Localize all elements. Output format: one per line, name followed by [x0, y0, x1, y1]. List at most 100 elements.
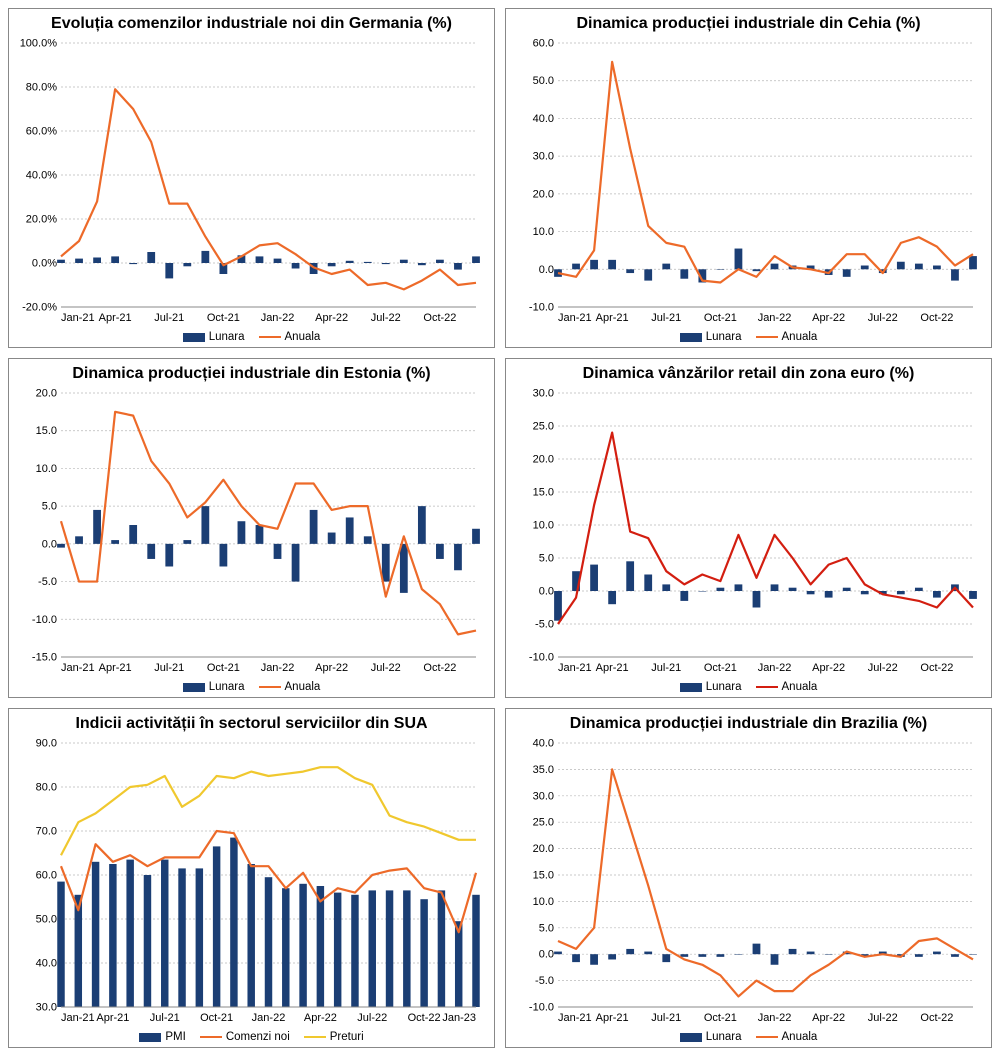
chart-area: -20.0%0.0%20.0%40.0%60.0%80.0%100.0%Jan-…	[19, 37, 484, 329]
legend-label: Comenzi noi	[226, 1031, 290, 1043]
svg-text:-20.0%: -20.0%	[22, 302, 57, 314]
svg-text:Jul-22: Jul-22	[868, 662, 898, 674]
svg-text:Jan-22: Jan-22	[758, 312, 792, 324]
svg-text:-5.0: -5.0	[535, 975, 554, 987]
svg-text:5.0: 5.0	[42, 501, 57, 513]
legend-swatch-line	[259, 336, 281, 338]
svg-text:30.0: 30.0	[533, 790, 554, 802]
legend-item: Lunara	[680, 681, 742, 693]
svg-text:Jan-21: Jan-21	[558, 662, 592, 674]
svg-text:30.0: 30.0	[36, 1002, 57, 1014]
svg-text:10.0: 10.0	[36, 463, 57, 475]
chart-panel-4: Indicii activității în sectorul servicii…	[8, 708, 495, 1048]
legend-swatch-bar	[139, 1033, 161, 1042]
svg-text:Oct-22: Oct-22	[920, 312, 953, 324]
legend-label: Anuala	[285, 331, 321, 343]
svg-text:Jan-21: Jan-21	[61, 1012, 95, 1024]
svg-text:30.0: 30.0	[533, 388, 554, 400]
svg-text:0.0: 0.0	[539, 949, 554, 961]
legend-item: Anuala	[756, 331, 818, 343]
chart-title: Dinamica producției industriale din Cehi…	[516, 15, 981, 33]
svg-text:Oct-22: Oct-22	[423, 662, 456, 674]
svg-text:15.0: 15.0	[533, 870, 554, 882]
chart-area: -10.0-5.00.05.010.015.020.025.030.0Jan-2…	[516, 387, 981, 679]
legend-swatch-bar	[680, 1033, 702, 1042]
svg-text:Oct-22: Oct-22	[423, 312, 456, 324]
legend-swatch-line	[756, 686, 778, 688]
svg-text:Jul-22: Jul-22	[868, 312, 898, 324]
svg-text:-15.0: -15.0	[32, 652, 57, 664]
legend-label: PMI	[165, 1031, 185, 1043]
svg-text:80.0: 80.0	[36, 782, 57, 794]
svg-text:-5.0: -5.0	[38, 576, 57, 588]
svg-text:35.0: 35.0	[533, 764, 554, 776]
chart-title: Evoluția comenzilor industriale noi din …	[19, 15, 484, 33]
svg-text:15.0: 15.0	[36, 425, 57, 437]
svg-text:Apr-21: Apr-21	[99, 312, 132, 324]
svg-text:30.0: 30.0	[533, 151, 554, 163]
svg-text:Oct-21: Oct-21	[704, 662, 737, 674]
svg-text:Oct-21: Oct-21	[207, 662, 240, 674]
svg-text:Jul-21: Jul-21	[154, 312, 184, 324]
svg-text:Apr-22: Apr-22	[812, 662, 845, 674]
svg-text:100.0%: 100.0%	[20, 38, 58, 50]
svg-text:Jan-22: Jan-22	[758, 662, 792, 674]
svg-text:5.0: 5.0	[539, 922, 554, 934]
svg-text:Jul-21: Jul-21	[154, 662, 184, 674]
svg-text:40.0%: 40.0%	[26, 170, 57, 182]
chart-title: Dinamica producției industriale din Braz…	[516, 715, 981, 733]
svg-text:25.0: 25.0	[533, 421, 554, 433]
legend: PMI Comenzi noi Preturi	[19, 1029, 484, 1043]
chart-panel-5: Dinamica producției industriale din Braz…	[505, 708, 992, 1048]
legend-swatch-line	[259, 686, 281, 688]
legend: LunaraAnuala	[516, 329, 981, 343]
svg-text:15.0: 15.0	[533, 487, 554, 499]
svg-text:60.0: 60.0	[533, 38, 554, 50]
svg-text:5.0: 5.0	[539, 553, 554, 565]
svg-text:20.0: 20.0	[533, 843, 554, 855]
svg-text:Jul-22: Jul-22	[868, 1012, 898, 1024]
svg-text:70.0: 70.0	[36, 826, 57, 838]
legend-swatch-line	[756, 336, 778, 338]
legend-label: Anuala	[782, 1031, 818, 1043]
chart-panel-2: Dinamica producției industriale din Esto…	[8, 358, 495, 698]
svg-text:50.0: 50.0	[533, 75, 554, 87]
legend-label: Preturi	[330, 1031, 364, 1043]
chart-title: Dinamica producției industriale din Esto…	[19, 365, 484, 383]
svg-text:0.0: 0.0	[539, 586, 554, 598]
svg-text:-10.0: -10.0	[32, 614, 57, 626]
legend-item: Lunara	[183, 681, 245, 693]
svg-text:Jul-21: Jul-21	[150, 1012, 180, 1024]
svg-text:0.0: 0.0	[42, 538, 57, 550]
svg-text:0.0%: 0.0%	[32, 258, 57, 270]
legend-swatch-line	[304, 1036, 326, 1038]
svg-text:Jul-22: Jul-22	[371, 662, 401, 674]
legend-swatch-bar	[183, 683, 205, 692]
svg-text:-10.0: -10.0	[529, 1002, 554, 1014]
svg-text:Oct-22: Oct-22	[920, 662, 953, 674]
svg-text:Jan-22: Jan-22	[261, 662, 295, 674]
svg-text:Oct-21: Oct-21	[207, 312, 240, 324]
legend-label: Lunara	[706, 1031, 742, 1043]
chart-panel-0: Evoluția comenzilor industriale noi din …	[8, 8, 495, 348]
legend-label: Lunara	[209, 331, 245, 343]
chart-grid: Evoluția comenzilor industriale noi din …	[8, 8, 992, 1012]
svg-text:Jul-22: Jul-22	[371, 312, 401, 324]
svg-text:-5.0: -5.0	[535, 619, 554, 631]
svg-text:Jan-22: Jan-22	[252, 1012, 286, 1024]
legend-item: Anuala	[259, 681, 321, 693]
svg-text:Oct-21: Oct-21	[704, 312, 737, 324]
svg-text:Jul-21: Jul-21	[651, 662, 681, 674]
svg-text:Jan-21: Jan-21	[61, 662, 95, 674]
svg-text:Jan-21: Jan-21	[61, 312, 95, 324]
legend-swatch-line	[756, 1036, 778, 1038]
svg-text:40.0: 40.0	[533, 113, 554, 125]
svg-text:10.0: 10.0	[533, 896, 554, 908]
svg-text:Jul-21: Jul-21	[651, 1012, 681, 1024]
svg-text:0.0: 0.0	[539, 264, 554, 276]
legend: LunaraAnuala	[516, 679, 981, 693]
legend-swatch-bar	[183, 333, 205, 342]
legend-swatch-line	[200, 1036, 222, 1038]
svg-text:40.0: 40.0	[36, 958, 57, 970]
svg-text:50.0: 50.0	[36, 914, 57, 926]
